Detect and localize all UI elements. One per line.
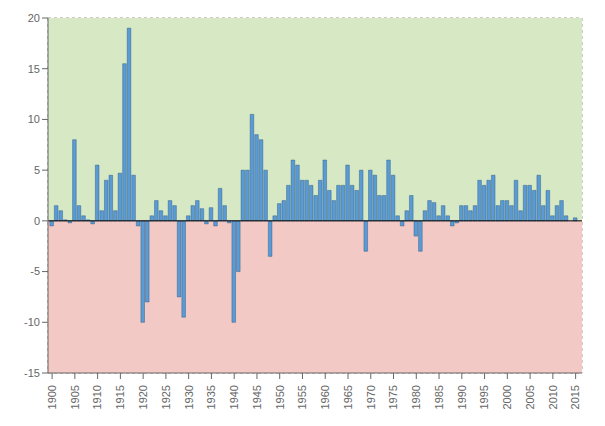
svg-text:1970: 1970 <box>365 385 377 409</box>
svg-text:1925: 1925 <box>160 385 172 409</box>
svg-text:1955: 1955 <box>296 385 308 409</box>
svg-text:1950: 1950 <box>274 385 286 409</box>
svg-text:20: 20 <box>28 12 40 24</box>
svg-text:1915: 1915 <box>114 385 126 409</box>
svg-text:1900: 1900 <box>46 385 58 409</box>
svg-text:1990: 1990 <box>456 385 468 409</box>
svg-text:1905: 1905 <box>69 385 81 409</box>
svg-text:1965: 1965 <box>342 385 354 409</box>
svg-text:2010: 2010 <box>547 385 559 409</box>
svg-text:1920: 1920 <box>137 385 149 409</box>
svg-text:1985: 1985 <box>433 385 445 409</box>
svg-text:2000: 2000 <box>501 385 513 409</box>
svg-text:1980: 1980 <box>410 385 422 409</box>
svg-text:2005: 2005 <box>524 385 536 409</box>
svg-text:1995: 1995 <box>478 385 490 409</box>
svg-text:0: 0 <box>34 215 40 227</box>
svg-text:-15: -15 <box>24 367 40 379</box>
svg-text:-10: -10 <box>24 316 40 328</box>
svg-text:1930: 1930 <box>183 385 195 409</box>
svg-text:10: 10 <box>28 113 40 125</box>
svg-text:15: 15 <box>28 63 40 75</box>
svg-text:1945: 1945 <box>251 385 263 409</box>
svg-text:1910: 1910 <box>91 385 103 409</box>
svg-text:2015: 2015 <box>569 385 581 409</box>
svg-text:-5: -5 <box>30 265 40 277</box>
svg-text:1940: 1940 <box>228 385 240 409</box>
svg-text:5: 5 <box>34 164 40 176</box>
svg-text:1960: 1960 <box>319 385 331 409</box>
svg-text:1975: 1975 <box>387 385 399 409</box>
svg-text:1935: 1935 <box>205 385 217 409</box>
